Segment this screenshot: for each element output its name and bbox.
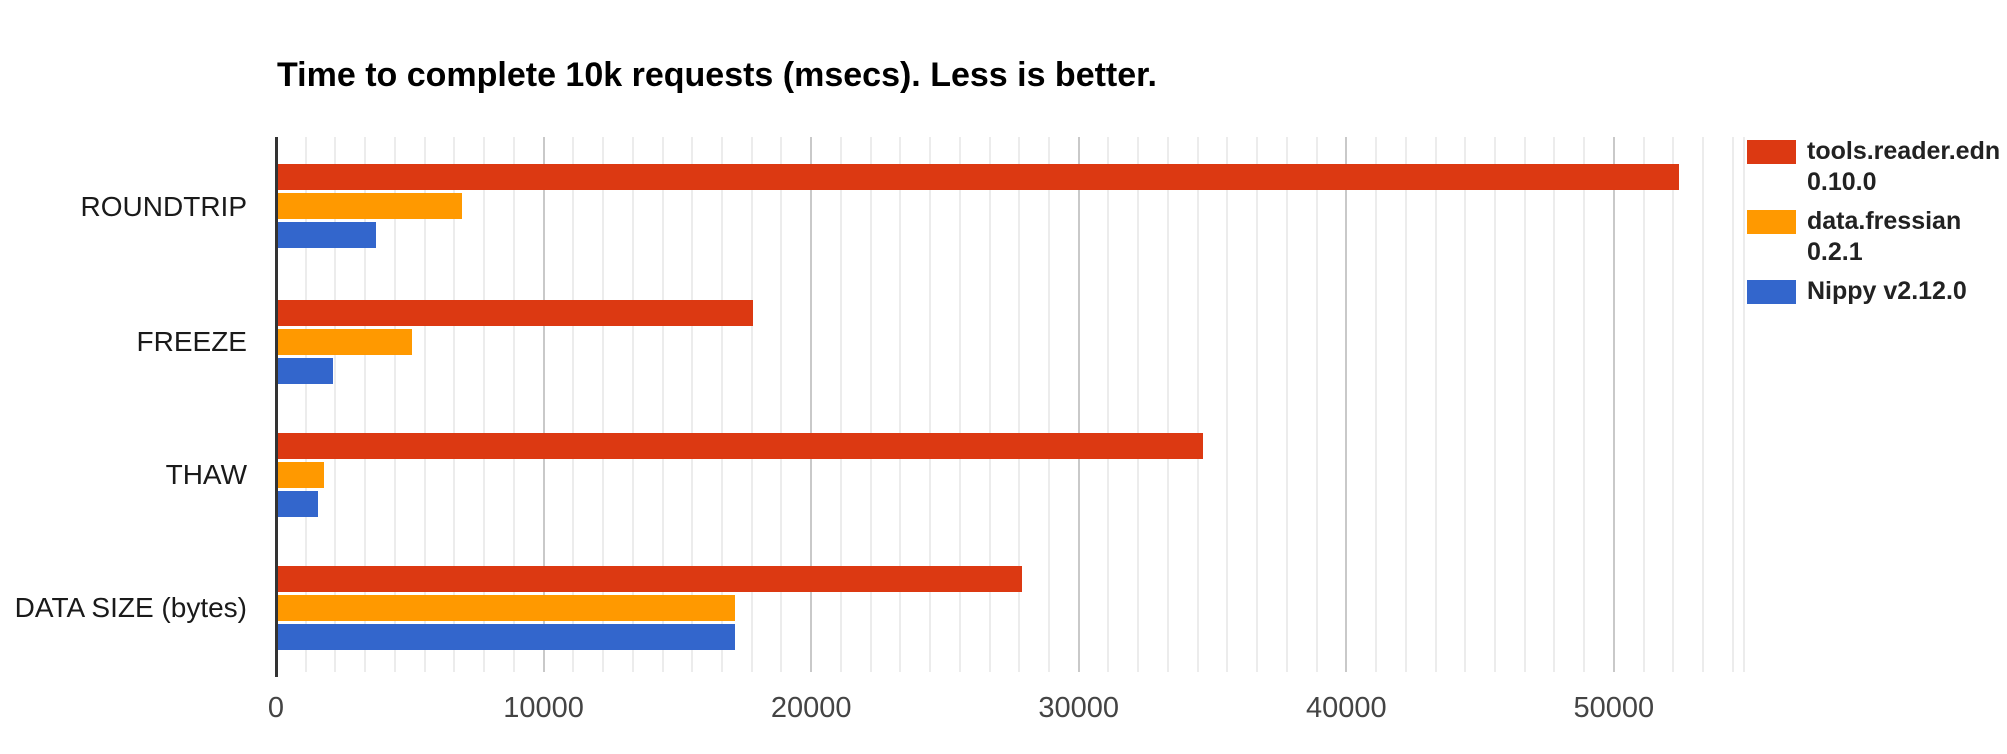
axis-baseline xyxy=(275,137,278,677)
minor-gridline xyxy=(720,137,723,672)
bar xyxy=(277,491,318,517)
legend-label: Nippy v2.12.0 xyxy=(1807,277,1967,305)
minor-gridline xyxy=(1434,137,1437,672)
bar xyxy=(277,193,462,219)
major-gridline xyxy=(1345,137,1348,672)
minor-gridline xyxy=(1375,137,1378,672)
legend-swatch xyxy=(1747,140,1796,164)
minor-gridline xyxy=(1137,137,1140,672)
minor-gridline xyxy=(1226,137,1229,672)
x-tick-label: 40000 xyxy=(1305,692,1387,724)
minor-gridline xyxy=(334,137,337,672)
x-axis: 0 10000 20000 30000 40000 50000 xyxy=(268,692,1745,732)
x-tick-label: 10000 xyxy=(503,692,584,724)
minor-gridline xyxy=(929,137,932,672)
minor-gridline xyxy=(750,137,753,672)
legend-entry: Nippy v2.12.0 xyxy=(1747,276,2007,307)
minor-gridline xyxy=(1523,137,1526,672)
minor-gridline xyxy=(1018,137,1021,672)
minor-gridline xyxy=(1702,137,1705,672)
minor-gridline xyxy=(1642,137,1645,672)
minor-gridline xyxy=(1731,137,1734,672)
minor-gridline xyxy=(423,137,426,672)
bar xyxy=(277,164,1679,190)
plot-area xyxy=(275,137,1745,677)
major-gridline xyxy=(1077,137,1080,672)
category-label-freeze: FREEZE xyxy=(136,326,247,357)
x-tick-label: 30000 xyxy=(1038,692,1120,724)
minor-gridline xyxy=(1285,137,1288,672)
x-tick-label: 0 xyxy=(267,692,285,724)
bar xyxy=(277,462,324,488)
minor-gridline xyxy=(483,137,486,672)
minor-gridline xyxy=(1583,137,1586,672)
bar xyxy=(277,300,753,326)
minor-gridline xyxy=(453,137,456,672)
bar xyxy=(277,329,412,355)
chart-title: Time to complete 10k requests (msecs). L… xyxy=(277,56,1157,94)
legend-entry: data.fressian 0.2.1 xyxy=(1747,206,2007,268)
minor-gridline xyxy=(1256,137,1259,672)
bar xyxy=(277,595,735,621)
minor-gridline xyxy=(1672,137,1675,672)
minor-gridline xyxy=(1196,137,1199,672)
minor-gridline xyxy=(393,137,396,672)
bar xyxy=(277,624,735,650)
minor-gridline xyxy=(1404,137,1407,672)
minor-gridline xyxy=(988,137,991,672)
minor-gridline xyxy=(661,137,664,672)
minor-gridline xyxy=(602,137,605,672)
minor-gridline xyxy=(1493,137,1496,672)
legend-label: data.fressian 0.2.1 xyxy=(1807,207,1962,266)
minor-gridline xyxy=(364,137,367,672)
bar xyxy=(277,358,333,384)
minor-gridline xyxy=(1107,137,1110,672)
bar xyxy=(277,222,376,248)
minor-gridline xyxy=(512,137,515,672)
minor-gridline xyxy=(1464,137,1467,672)
minor-gridline xyxy=(304,137,307,672)
minor-gridline xyxy=(691,137,694,672)
legend-label: tools.reader.edn 0.10.0 xyxy=(1807,137,2001,196)
bar xyxy=(277,566,1022,592)
minor-gridline xyxy=(1166,137,1169,672)
bar xyxy=(277,433,1203,459)
minor-gridline xyxy=(780,137,783,672)
major-gridline xyxy=(810,137,813,672)
minor-gridline xyxy=(1048,137,1050,672)
minor-gridline xyxy=(631,137,634,672)
minor-gridline xyxy=(1315,137,1318,672)
category-label-roundtrip: ROUNDTRIP xyxy=(80,191,247,222)
minor-gridline xyxy=(1553,137,1556,672)
minor-gridline xyxy=(869,137,872,672)
major-gridline xyxy=(542,137,545,672)
minor-gridline xyxy=(958,137,961,672)
major-gridline xyxy=(1612,137,1615,672)
x-tick-label: 50000 xyxy=(1573,692,1655,724)
legend-swatch xyxy=(1747,210,1796,234)
legend-swatch xyxy=(1747,280,1796,304)
minor-gridline xyxy=(572,137,575,672)
category-label-thaw: THAW xyxy=(165,459,247,490)
legend-entry: tools.reader.edn 0.10.0 xyxy=(1747,136,2007,198)
minor-gridline xyxy=(839,137,842,672)
plot-right-border xyxy=(1743,137,1745,672)
category-label-data-size: DATA SIZE (bytes) xyxy=(14,592,247,623)
minor-gridline xyxy=(899,137,902,672)
x-tick-label: 20000 xyxy=(770,692,852,724)
